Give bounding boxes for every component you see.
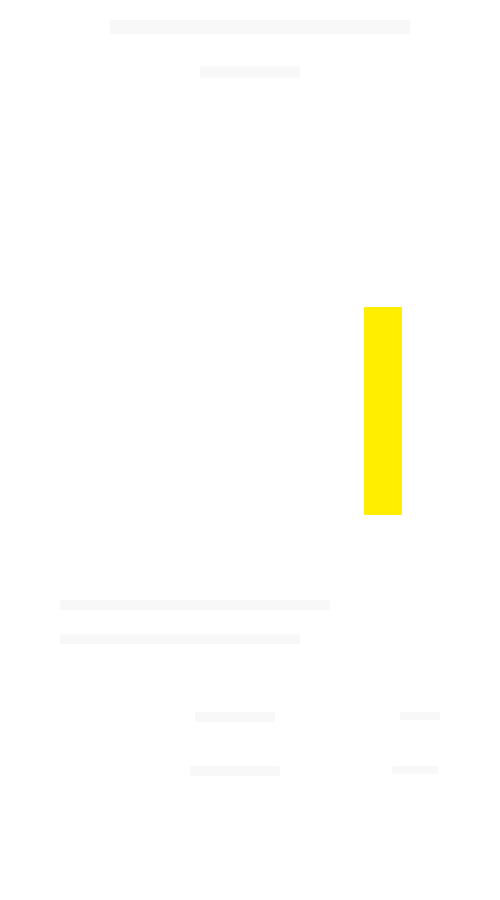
faint-footer-mark (400, 712, 440, 720)
faint-caption-trace-2 (60, 634, 300, 644)
faint-footer-trace-2 (190, 766, 280, 776)
faint-header-trace (110, 20, 410, 34)
faint-footer-mark-2 (392, 766, 438, 774)
yellow-indicator-bar (364, 307, 402, 515)
faint-footer-trace (195, 712, 275, 722)
faint-subheader-trace (200, 66, 300, 78)
faint-caption-trace (60, 600, 330, 610)
